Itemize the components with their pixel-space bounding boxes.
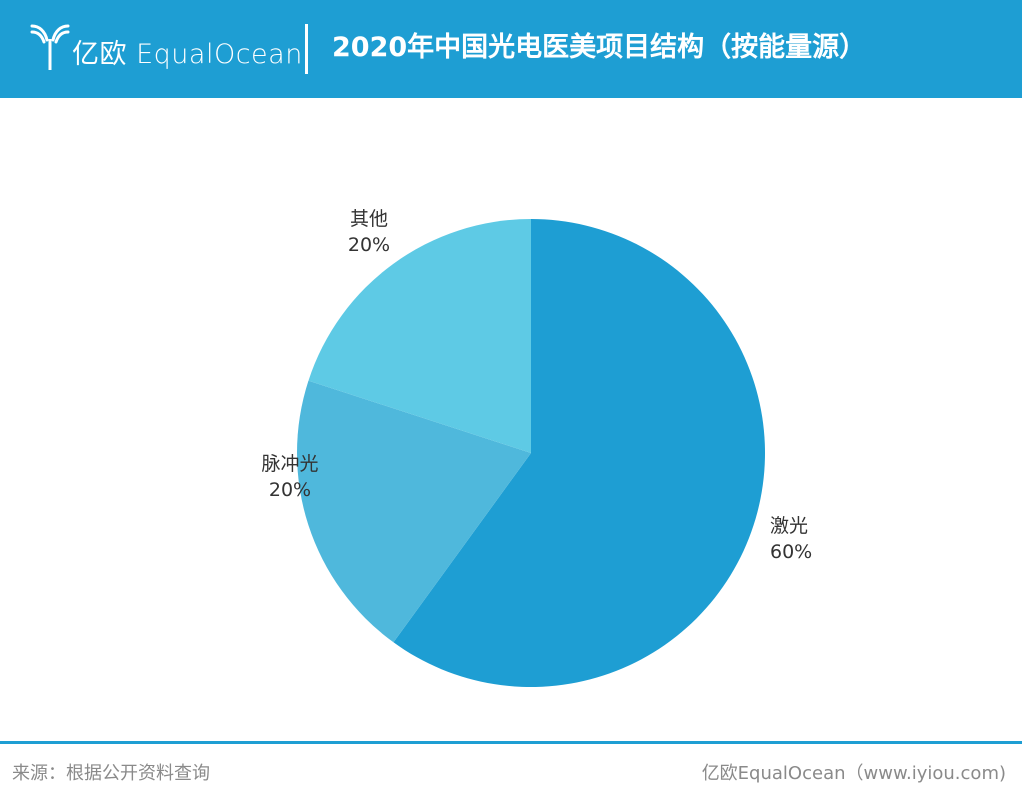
equalocean-logo-icon	[30, 24, 70, 70]
pie-slice	[308, 219, 531, 453]
slice-label: 其他	[350, 208, 388, 230]
footer-divider	[0, 741, 1022, 744]
pie-slice	[296, 380, 531, 643]
slice-label: 激光	[770, 515, 808, 537]
header-divider	[305, 24, 308, 74]
slice-value-label: 60%	[770, 541, 812, 563]
chart-title: 2020年中国光电医美项目结构（按能量源）	[332, 32, 867, 63]
header-bar: 亿欧 EqualOcean 2020年中国光电医美项目结构（按能量源）	[0, 0, 1022, 98]
slice-label: 脉冲光	[261, 453, 318, 475]
brand-name: 亿欧 EqualOcean	[72, 39, 303, 70]
slice-value-label: 20%	[348, 234, 390, 256]
source-note: 来源：根据公开资料查询	[12, 763, 210, 784]
pie-chart: 激光 60% 脉冲光 20% 其他 20%	[261, 208, 812, 687]
pie-slice	[393, 218, 766, 687]
slice-value-label: 20%	[269, 479, 311, 501]
footer-credit: 亿欧EqualOcean（www.iyiou.com)	[701, 763, 1006, 784]
